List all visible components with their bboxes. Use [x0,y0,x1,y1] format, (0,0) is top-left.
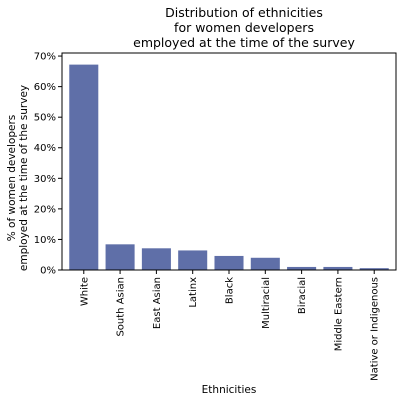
y-axis-label: % of women developers employed at the ti… [6,85,30,271]
y-ticks-group: 0% 10% 20% 30% 40% 50% 60% 70% [34,52,62,277]
x-tick-label: East Asian [152,277,163,329]
y-tick-label: 10% [34,235,56,246]
chart-title-line-1: Distribution of ethnicities [165,5,323,20]
chart-title-line-2: for women developers [174,20,314,35]
bar-biracial [287,266,317,270]
bars-group [69,64,389,271]
x-tick-label: South Asian [116,277,127,337]
y-axis-label-line-2: employed at the time of the survey [18,85,30,271]
x-tick-label: Multiracial [261,277,272,329]
y-tick-label: 40% [34,143,56,154]
bar-latinx [178,250,208,270]
x-tick-label: Biracial [297,277,308,314]
bar-middle-eastern [323,266,353,270]
x-ticks-group: White South Asian East Asian Latinx Black Mul… [79,270,381,381]
bar-white [69,64,99,271]
bar-multiracial [250,257,280,270]
plot-frame [61,52,397,271]
y-tick-label: 70% [34,52,56,63]
y-axis-label-line-1: % of women developers [6,115,18,242]
y-tick-label: 60% [34,82,56,93]
y-tick-label: 0% [40,266,56,277]
y-tick-label: 20% [34,204,56,215]
chart-title-line-3: employed at the time of the survey [133,35,355,50]
x-tick-label: Latinx [188,277,199,308]
x-tick-label: White [79,277,90,306]
chart-title: Distribution of ethnicities for women de… [133,5,355,50]
bar-native-or-indigenous [359,268,389,270]
bar-east-asian [141,248,171,270]
x-tick-label: Native or Indigenous [370,277,381,381]
y-tick-label: 50% [34,113,56,124]
x-tick-label: Middle Eastern [333,277,344,351]
y-tick-label: 30% [34,174,56,185]
bar-black [214,255,244,270]
x-axis-label: Ethnicities [202,384,257,396]
bar-south-asian [105,244,135,270]
x-tick-label: Black [225,277,236,304]
